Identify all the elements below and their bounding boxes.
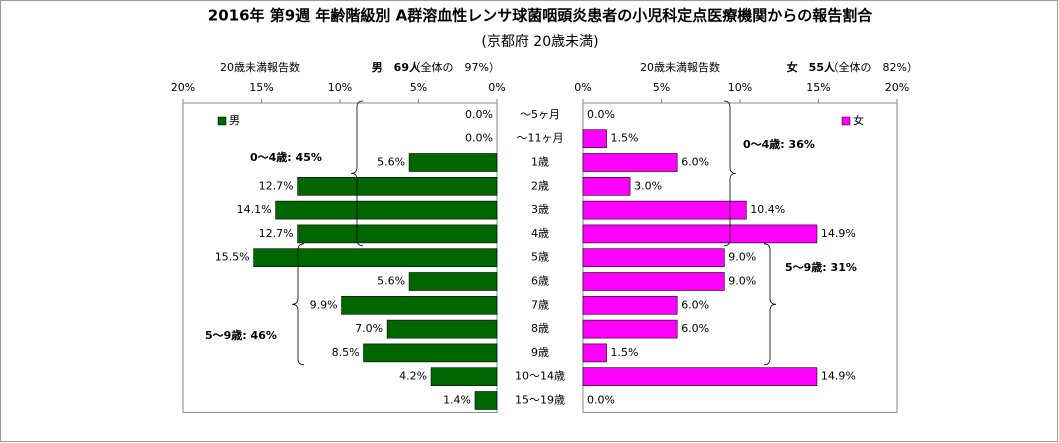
brace	[291, 243, 305, 366]
category-label: 3歳	[531, 203, 549, 216]
annotation: 5～9歳: 46%	[205, 328, 277, 342]
bar	[582, 129, 607, 148]
value-label: 3.0%	[634, 179, 662, 192]
bar	[582, 319, 678, 339]
value-label: 1.4%	[443, 394, 471, 407]
value-label: 0.0%	[465, 132, 493, 145]
value-label: 6.0%	[681, 322, 709, 335]
bar	[582, 224, 818, 244]
brace	[723, 100, 737, 247]
share-label: （全体の 82%）	[828, 60, 918, 74]
bar	[582, 343, 607, 363]
bar	[275, 200, 498, 220]
category-label: 1歳	[531, 156, 549, 169]
value-label: 9.0%	[728, 251, 756, 264]
bar	[582, 248, 725, 267]
value-label: 0.0%	[587, 108, 615, 121]
category-label: 15～19歳	[515, 394, 565, 407]
total-label: 女 55人	[787, 60, 836, 74]
x-tick-label: 0%	[488, 81, 505, 94]
annotation: 0～4歳: 36%	[743, 137, 815, 151]
x-tick-label: 10%	[328, 81, 352, 94]
value-label: 10.4%	[750, 203, 785, 216]
brace	[763, 243, 777, 366]
value-label: 0.0%	[465, 108, 493, 121]
value-label: 14.9%	[821, 370, 856, 383]
bar	[582, 367, 818, 387]
category-label: 5歳	[531, 251, 549, 264]
category-label: 9歳	[531, 346, 549, 359]
value-label: 6.0%	[681, 298, 709, 311]
value-label: 1.5%	[611, 346, 639, 359]
value-label: 9.0%	[728, 275, 756, 288]
category-label: 7歳	[531, 298, 549, 311]
bar	[582, 177, 631, 196]
bar	[341, 295, 498, 315]
brace	[350, 100, 364, 247]
chart-subtitle: (京都府 20歳未満)	[481, 34, 598, 50]
category-label: 4歳	[531, 227, 549, 240]
bar	[253, 248, 498, 267]
count-label: 20歳未満報告数	[640, 61, 720, 74]
x-tick-label: 15%	[806, 81, 830, 94]
legend-label: 男	[229, 114, 240, 127]
x-tick-label: 20%	[885, 81, 909, 94]
category-label: ～5ヶ月	[520, 108, 560, 121]
bar	[386, 319, 498, 339]
legend-swatch	[841, 116, 851, 126]
bar	[582, 295, 678, 315]
bar	[430, 367, 498, 387]
value-label: 15.5%	[215, 251, 250, 264]
category-label: ～11ヶ月	[517, 132, 564, 145]
value-label: 1.5%	[611, 132, 639, 145]
value-label: 0.0%	[587, 394, 615, 407]
value-label: 14.1%	[237, 203, 272, 216]
x-tick-label: 15%	[249, 81, 273, 94]
count-label: 20歳未満報告数	[220, 61, 300, 74]
value-label: 7.0%	[355, 322, 383, 335]
value-label: 12.7%	[259, 179, 294, 192]
bar	[582, 200, 747, 220]
value-label: 5.6%	[377, 156, 405, 169]
value-label: 5.6%	[377, 275, 405, 288]
bar	[408, 272, 498, 291]
value-label: 9.9%	[310, 298, 338, 311]
x-tick-label: 10%	[728, 81, 752, 94]
x-tick-label: 5%	[410, 81, 427, 94]
value-label: 12.7%	[259, 227, 294, 240]
annotation: 5～9歳: 31%	[785, 260, 857, 274]
value-label: 8.5%	[332, 346, 360, 359]
legend-swatch	[217, 116, 227, 126]
annotation: 0～4歳: 45%	[250, 150, 322, 164]
value-label: 14.9%	[821, 227, 856, 240]
total-label: 男 69人	[372, 60, 421, 74]
bar	[582, 153, 678, 172]
chart-title: 2016年 第9週 年齢階級別 A群溶血性レンサ球菌咽頭炎患者の小児科定点医療機…	[208, 7, 873, 25]
value-label: 6.0%	[681, 156, 709, 169]
bar	[297, 177, 498, 196]
category-label: 8歳	[531, 322, 549, 335]
share-label: （全体の 97%）	[410, 60, 500, 74]
bar	[408, 153, 498, 172]
x-tick-label: 20%	[171, 81, 195, 94]
x-tick-label: 5%	[653, 81, 670, 94]
bar	[297, 224, 498, 244]
x-tick-label: 0%	[574, 81, 591, 94]
value-label: 4.2%	[399, 370, 427, 383]
category-label: 2歳	[531, 179, 549, 192]
bar	[363, 343, 498, 363]
bar	[582, 272, 725, 291]
category-label: 6歳	[531, 275, 549, 288]
category-label: 10～14歳	[515, 370, 565, 383]
bar	[474, 391, 498, 410]
legend-label: 女	[853, 113, 864, 127]
